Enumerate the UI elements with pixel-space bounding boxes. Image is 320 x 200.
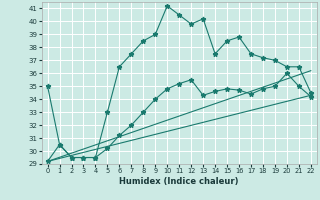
X-axis label: Humidex (Indice chaleur): Humidex (Indice chaleur) — [119, 177, 239, 186]
